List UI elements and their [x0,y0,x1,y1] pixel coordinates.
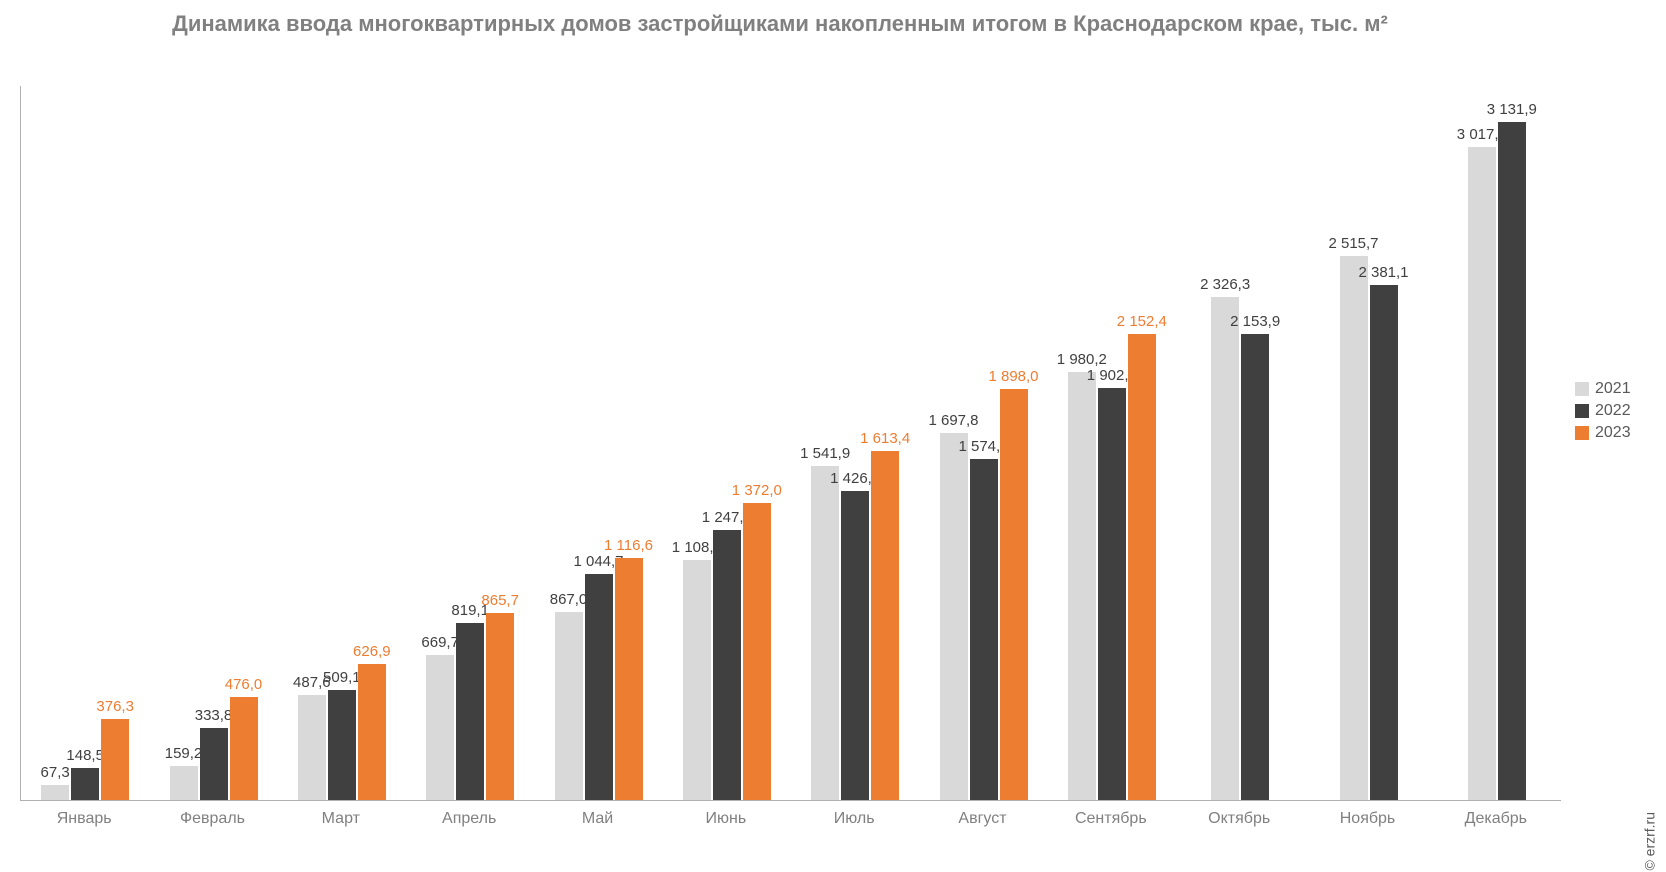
bar-value-label: 2 152,4 [1117,313,1167,330]
bar: 376,3 [101,719,129,800]
x-axis-label: Июль [790,810,918,828]
legend-swatch [1575,382,1589,396]
bar-value-label: 626,9 [353,643,391,660]
x-axis-label: Апрель [405,810,533,828]
bar-value-label: 2 515,7 [1328,235,1378,252]
bar-group: 67,3148,5376,3 [39,719,131,800]
bar: 626,9 [358,664,386,800]
bar: 1 116,6 [615,558,643,800]
bar: 2 152,4 [1128,334,1156,800]
x-axis-label: Ноябрь [1303,810,1431,828]
bar-value-label: 2 326,3 [1200,276,1250,293]
bar: 333,8 [200,728,228,800]
bar-group: 3 017,53 131,9 [1451,122,1543,800]
bar: 1 902,3 [1098,388,1126,800]
legend-item: 2021 [1575,380,1655,398]
bar-value-label: 333,8 [195,707,233,724]
bar-value-label: 2 381,1 [1358,264,1408,281]
bar-value-label: 1 372,0 [732,482,782,499]
bar: 1 044,7 [585,574,613,800]
bar: 487,6 [298,695,326,800]
bar-group: 669,7819,1865,7 [424,613,516,800]
bar-value-label: 1 541,9 [800,445,850,462]
bar-value-label: 867,0 [550,591,588,608]
x-axis-label: Февраль [148,810,276,828]
bar: 1 980,2 [1068,372,1096,800]
bar: 819,1 [456,623,484,800]
bar-group: 867,01 044,71 116,6 [553,558,645,800]
bar-value-label: 1 980,2 [1057,351,1107,368]
bar: 1 574,0 [970,459,998,800]
bar: 1 108,7 [683,560,711,800]
bar: 2 515,7 [1340,256,1368,800]
chart-title: Динамика ввода многоквартирных домов зас… [0,10,1560,39]
x-axis-label: Март [277,810,405,828]
bar: 148,5 [71,768,99,800]
attribution: © erzrf.ru [1642,812,1658,871]
legend-label: 2023 [1595,424,1631,442]
bar: 1 247,3 [713,530,741,800]
bar-group: 1 541,91 426,61 613,4 [809,451,901,800]
bar-value-label: 376,3 [96,698,134,715]
x-axis: ЯнварьФевральМартАпрельМайИюньИюльАвгуст… [20,802,1560,832]
bar-value-label: 159,2 [165,745,203,762]
bar-value-label: 1 898,0 [988,368,1038,385]
legend-swatch [1575,404,1589,418]
bar: 1 372,0 [743,503,771,800]
x-axis-label: Июнь [662,810,790,828]
bar-group: 1 697,81 574,01 898,0 [938,389,1030,800]
legend-item: 2023 [1575,424,1655,442]
x-axis-label: Октябрь [1175,810,1303,828]
x-axis-label: Август [918,810,1046,828]
bar-value-label: 1 697,8 [928,412,978,429]
x-axis-label: Сентябрь [1047,810,1175,828]
bar: 3 131,9 [1498,122,1526,800]
plot-area: 67,3148,5376,3159,2333,8476,0487,6509,16… [20,86,1561,801]
legend-swatch [1575,426,1589,440]
legend-label: 2022 [1595,402,1631,420]
bar: 476,0 [230,697,258,800]
bar: 2 381,1 [1370,285,1398,800]
bar: 1 898,0 [1000,389,1028,800]
bar: 159,2 [170,766,198,800]
x-axis-label: Декабрь [1432,810,1560,828]
bar-value-label: 476,0 [225,676,263,693]
bar: 1 541,9 [811,466,839,800]
bar: 67,3 [41,785,69,800]
bar-value-label: 1 116,6 [604,537,653,554]
bar-value-label: 67,3 [41,764,70,781]
bar-value-label: 2 153,9 [1230,313,1280,330]
bar-group: 487,6509,1626,9 [296,664,388,800]
bar: 867,0 [555,612,583,800]
bar-group: 159,2333,8476,0 [168,697,260,800]
x-axis-label: Май [533,810,661,828]
bar: 1 426,6 [841,491,869,800]
bar-value-label: 1 613,4 [860,430,910,447]
bar-value-label: 148,5 [66,747,104,764]
bar: 669,7 [426,655,454,800]
bar-value-label: 509,1 [323,669,361,686]
bar-group: 2 515,72 381,1 [1323,256,1415,800]
x-axis-label: Январь [20,810,148,828]
bar: 865,7 [486,613,514,800]
bar: 2 153,9 [1241,334,1269,800]
legend-item: 2022 [1575,402,1655,420]
bar-value-label: 865,7 [481,592,519,609]
bar: 509,1 [328,690,356,800]
bar: 3 017,5 [1468,147,1496,800]
legend-label: 2021 [1595,380,1631,398]
legend: 2021 2022 2023 [1575,380,1655,446]
bar-value-label: 3 131,9 [1487,101,1537,118]
bar: 2 326,3 [1211,297,1239,800]
bar-group: 2 326,32 153,9 [1194,297,1286,800]
bar-group: 1 108,71 247,31 372,0 [681,503,773,800]
bar: 1 613,4 [871,451,899,800]
bar-group: 1 980,21 902,32 152,4 [1066,334,1158,800]
bar: 1 697,8 [940,433,968,800]
bar-value-label: 669,7 [421,634,459,651]
